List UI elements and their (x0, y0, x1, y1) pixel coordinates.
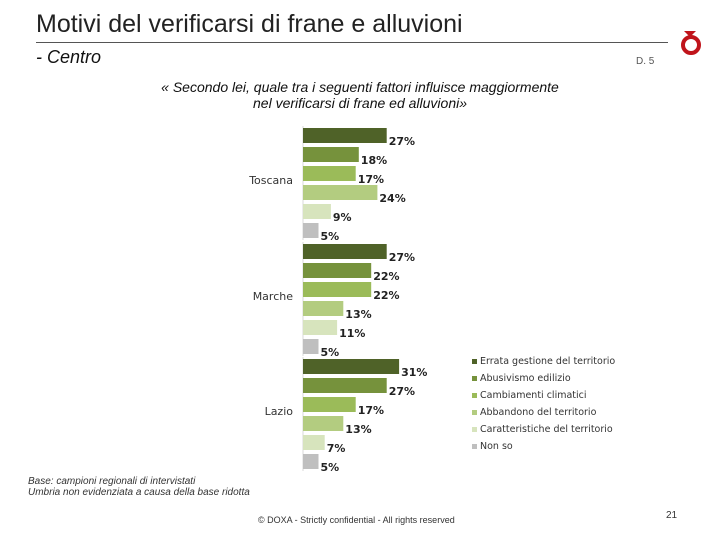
data-label: 5% (321, 461, 340, 474)
bar (303, 147, 359, 162)
data-label: 7% (327, 442, 346, 455)
page-title: Motivi del verificarsi di frane e alluvi… (36, 10, 463, 38)
data-label: 31% (401, 366, 427, 379)
bar (303, 435, 325, 450)
bar (303, 378, 387, 393)
legend-swatch (472, 376, 477, 381)
data-label: 13% (345, 423, 371, 436)
category-label: Toscana (248, 174, 293, 187)
bar (303, 339, 319, 354)
bar (303, 416, 344, 431)
footnote-note: Umbria non evidenziata a causa della bas… (28, 487, 250, 498)
data-label: 17% (358, 404, 384, 417)
legend-label: Caratteristiche del territorio (480, 424, 613, 435)
bar (303, 454, 319, 469)
question-code: D. 5 (636, 56, 655, 67)
legend-swatch (472, 359, 477, 364)
legend-swatch (472, 410, 477, 415)
footnote: Base: campioni regionali di intervistati… (28, 476, 250, 498)
legend-swatch (472, 393, 477, 398)
bar (303, 166, 356, 181)
bar (303, 185, 378, 200)
legend-label: Cambiamenti climatici (480, 390, 587, 401)
data-label: 5% (321, 230, 340, 243)
data-label: 22% (373, 289, 399, 302)
data-label: 22% (373, 270, 399, 283)
category-label: Marche (253, 290, 294, 303)
bar (303, 204, 331, 219)
data-label: 13% (345, 308, 371, 321)
bar (303, 397, 356, 412)
survey-question: « Secondo lei, quale tra i seguenti fatt… (161, 79, 559, 111)
legend-label: Non so (480, 441, 513, 452)
data-label: 11% (339, 327, 365, 340)
legend-swatch (472, 444, 477, 449)
bar (303, 128, 387, 143)
data-label: 24% (379, 192, 405, 205)
data-label: 27% (389, 135, 415, 148)
legend-label: Errata gestione del territorio (480, 356, 615, 367)
footnote-base: Base: campioni regionali di intervistati (28, 476, 196, 487)
bar (303, 301, 344, 316)
data-label: 27% (389, 251, 415, 264)
category-label: Lazio (265, 405, 294, 418)
bar (303, 263, 372, 278)
page-number: 21 (666, 510, 678, 521)
bar (303, 359, 400, 374)
data-label: 18% (361, 154, 387, 167)
data-label: 5% (321, 346, 340, 359)
legend-swatch (472, 427, 477, 432)
bar (303, 320, 338, 335)
data-label: 17% (358, 173, 384, 186)
data-label: 9% (333, 211, 352, 224)
page-subtitle: - Centro (36, 47, 102, 67)
bar (303, 282, 372, 297)
bar (303, 223, 319, 238)
data-label: 27% (389, 385, 415, 398)
legend-label: Abusivismo edilizio (480, 373, 571, 384)
bar (303, 244, 387, 259)
legend-label: Abbandono del territorio (480, 407, 597, 418)
title-divider (36, 42, 668, 43)
doxa-logo-icon (678, 28, 704, 56)
copyright-footer: © DOXA - Strictly confidential - All rig… (258, 515, 455, 525)
